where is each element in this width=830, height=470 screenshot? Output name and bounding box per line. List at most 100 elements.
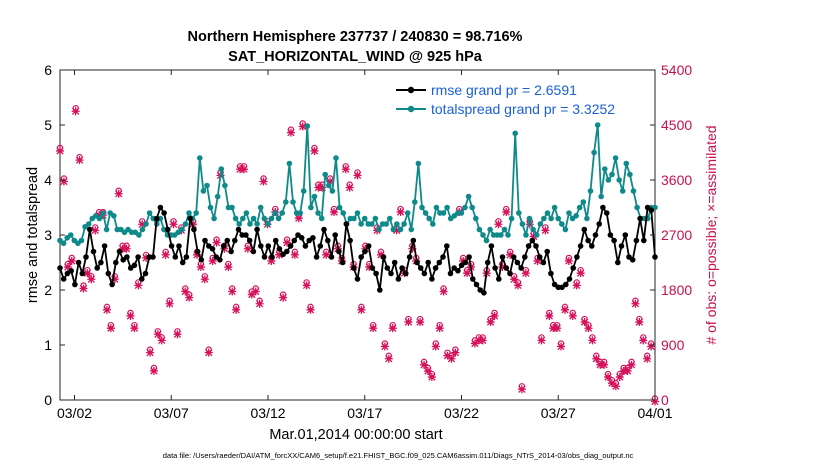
obs-marker [384,352,393,363]
obs-marker [557,340,566,351]
totalspread-point [265,221,271,227]
obs-marker [102,303,111,314]
totalspread-point [214,193,221,200]
obs-marker [435,321,444,333]
rmse-point [75,259,82,266]
totalspread-point [329,188,336,194]
rmse-point [574,254,580,260]
rmse-point [425,259,432,266]
obs-marker [56,144,64,155]
y-tick-label: 2 [44,282,52,298]
totalspread-point [250,215,257,222]
axes-layer: 03/02 03/07 03/12 03/17 03/22 03/27 04/0101234… [44,62,692,421]
rmse-point [57,265,63,271]
rmse-point [139,276,145,282]
totalspread-point [512,130,518,137]
obs-marker [134,279,143,290]
totalspread-point [408,226,415,233]
rmse-point [600,204,606,211]
obs-marker [286,126,295,137]
totalspread-point [580,199,587,205]
x-tick-label: 03/02 [57,405,92,421]
totalspread-point [623,160,630,167]
totalspread-point [376,226,382,233]
totalspread-point [139,226,146,233]
obs-marker [173,328,182,339]
totalspread-point [412,199,418,205]
rmse-point [298,235,305,241]
obs-marker [404,315,413,327]
obs-marker [169,218,178,229]
obs-marker [490,309,499,320]
legend: rmse grand pr = 2.6591 totalspread grand… [392,78,624,122]
totalspread-point [390,226,397,233]
obs-marker [396,205,405,217]
totalspread-point [272,210,278,216]
totalspread-point [372,215,379,222]
totalspread-point [318,215,325,222]
rmse-point [406,254,413,260]
rmse-point [440,254,446,260]
rmse-point [373,270,379,277]
totalspread-point [369,221,375,227]
totalspread-point [78,237,85,244]
totalspread-point [96,215,103,222]
rmse-point [466,254,472,260]
obs-marker [353,169,362,180]
rmse-point [384,265,391,271]
totalspread-point [351,215,357,222]
rmse-point [436,259,443,266]
obs-marker [224,260,233,272]
obs-marker [153,328,162,339]
obs-marker [545,309,554,320]
obs-marker [149,364,158,375]
totalspread-point [300,188,307,194]
totalspread-point [562,226,569,233]
rmse-point [321,226,327,233]
obs-marker [345,181,354,192]
totalspread-point [419,204,425,211]
obs-marker [106,321,115,333]
totalspread-point [60,240,67,247]
chart-subtitle: SAT_HORIZONTAL_WIND @ 925 hPa [228,49,483,65]
rmse-point [421,270,428,277]
totalspread-point [182,221,189,227]
rmse-point [254,226,260,233]
obs-marker [283,236,292,247]
obs-marker [537,334,546,345]
rmse-point [291,237,298,244]
obs-marker [157,334,166,345]
totalspread-point [358,221,364,227]
obs-marker [239,163,248,174]
totalspread-point [469,204,476,211]
totalspread-point [605,177,612,183]
rmse-point [455,268,461,274]
rmse-point [272,237,279,244]
obs-marker [138,218,147,229]
totalspread-point [551,204,558,211]
rmse-point [536,254,543,260]
rmse-point [544,248,550,255]
rmse-point [183,254,190,260]
totalspread-point [111,213,117,219]
rmse-point [462,259,469,266]
legend-box [392,78,624,122]
obs-marker [506,248,515,259]
rmse-point [202,237,208,244]
totalspread-point [100,210,106,216]
totalspread-point [598,193,604,200]
rmse-point [570,265,576,271]
obs-marker [631,297,640,308]
y-tick-label: 1 [44,337,52,353]
rmse-point [529,237,536,244]
rmse-point [79,270,86,277]
obs-marker [423,364,432,375]
totalspread-point [387,215,393,222]
totalspread-point [222,182,228,189]
totalspread-point [103,226,110,233]
obs-marker [643,352,652,363]
rmse-point [302,243,309,249]
rmse-point [347,237,353,244]
obs-marker [357,303,366,314]
